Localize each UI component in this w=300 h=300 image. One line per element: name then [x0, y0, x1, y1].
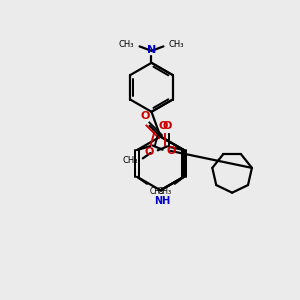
- Text: O: O: [141, 111, 150, 121]
- Text: O: O: [145, 147, 154, 157]
- Text: CH₃: CH₃: [119, 40, 134, 49]
- Text: N: N: [147, 45, 156, 55]
- Text: CH₃: CH₃: [169, 40, 184, 49]
- Text: O: O: [159, 121, 168, 131]
- Text: CH₃: CH₃: [158, 187, 172, 196]
- Text: O: O: [167, 146, 176, 156]
- Text: CH₃: CH₃: [150, 187, 164, 196]
- Text: O: O: [163, 122, 172, 131]
- Text: CH₃: CH₃: [123, 156, 138, 165]
- Text: NH: NH: [154, 196, 170, 206]
